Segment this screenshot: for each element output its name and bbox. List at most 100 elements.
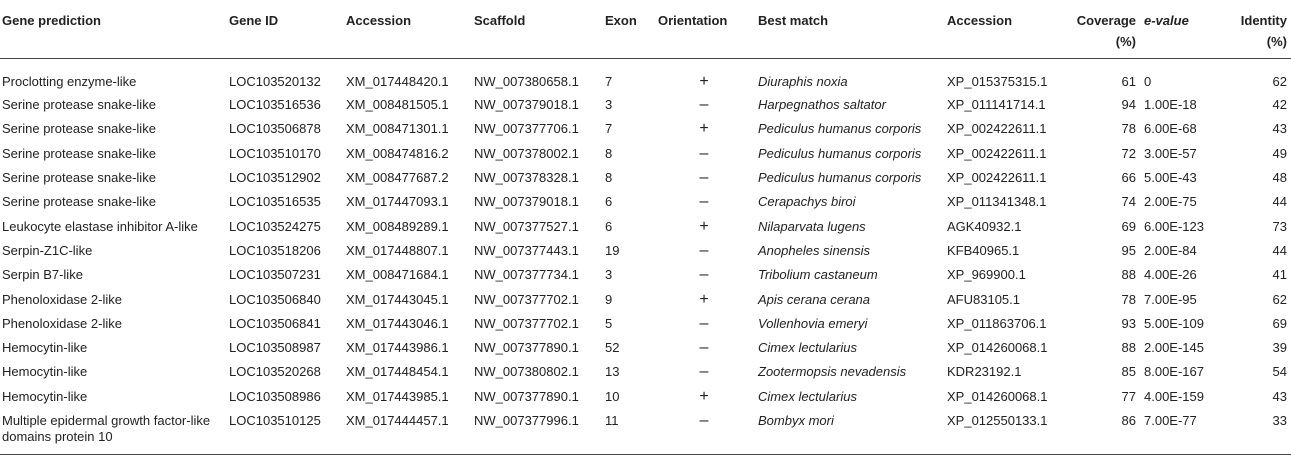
table-row: Serine protease snake-like LOC103506878 XM… xyxy=(0,117,1291,141)
header-orientation: Orientation xyxy=(654,0,754,59)
cell-orientation: – xyxy=(699,193,709,211)
cell-orientation: – xyxy=(699,241,709,259)
cell-accession-2: XP_015375315.1 xyxy=(947,74,1048,89)
cell-exon: 3 xyxy=(605,267,613,283)
header-row: Gene prediction Gene ID Accession Scaffo… xyxy=(0,0,1291,59)
cell-identity: 39 xyxy=(1272,340,1287,356)
cell-coverage: 85 xyxy=(1121,364,1136,380)
cell-evalue: 4.00E-26 xyxy=(1144,267,1197,283)
cell-accession: XM_008471684.1 xyxy=(346,267,449,283)
table-row: Phenoloxidase 2-like LOC103506841 XM_01744… xyxy=(0,312,1291,336)
cell-accession-2: XP_011341348.1 xyxy=(947,194,1047,210)
cell-exon: 52 xyxy=(605,340,620,356)
cell-accession: XM_017447093.1 xyxy=(346,194,449,210)
cell-gene-id: LOC103506878 xyxy=(229,121,321,137)
cell-identity: 33 xyxy=(1230,408,1291,455)
cell-exon: 9 xyxy=(605,291,613,307)
cell-accession: XM_017443986.1 xyxy=(346,340,449,356)
cell-scaffold: NW_007377443.1 xyxy=(474,242,579,258)
cell-scaffold: NW_007379018.1 xyxy=(474,194,579,210)
cell-coverage: 78 xyxy=(1121,291,1136,307)
cell-orientation: – xyxy=(699,339,709,357)
cell-coverage: 88 xyxy=(1121,267,1136,283)
cell-coverage: 93 xyxy=(1121,315,1136,331)
header-accession-2: Accession xyxy=(943,0,1069,59)
cell-accession-2: XP_969900.1 xyxy=(947,267,1026,283)
cell-scaffold: NW_007377996.1 xyxy=(470,408,601,455)
cell-evalue: 2.00E-84 xyxy=(1144,242,1197,258)
cell-scaffold: NW_007377734.1 xyxy=(474,267,579,283)
cell-gene-id: LOC103508986 xyxy=(229,388,321,404)
table-row: Serine protease snake-like LOC103512902 XM… xyxy=(0,166,1291,190)
table-row: Hemocytin-like LOC103520268 XM_017448454.1… xyxy=(0,360,1291,384)
cell-exon: 3 xyxy=(605,97,613,113)
cell-identity: 44 xyxy=(1272,242,1287,258)
cell-accession: XM_017448420.1 xyxy=(346,74,449,89)
header-coverage-unit: (%) xyxy=(1115,34,1136,49)
cell-orientation: + xyxy=(699,120,709,138)
cell-accession: XM_008477687.2 xyxy=(346,170,449,186)
cell-scaffold: NW_007378002.1 xyxy=(474,145,579,161)
cell-orientation: + xyxy=(699,290,709,308)
cell-gene-id: LOC103520132 xyxy=(229,74,321,89)
table-row: Multiple epidermal growth factor-like do… xyxy=(0,408,1291,455)
cell-accession-2: XP_002422611.1 xyxy=(947,121,1047,137)
cell-orientation: – xyxy=(699,169,709,187)
cell-scaffold: NW_007377527.1 xyxy=(474,218,579,234)
table-row: Proclotting enzyme-like LOC103520132 XM_01… xyxy=(0,59,1291,94)
table-row: Serine protease snake-like LOC103510170 XM… xyxy=(0,142,1291,166)
cell-gene-prediction: Proclotting enzyme-like xyxy=(2,74,137,89)
cell-best-match: Cimex lectularius xyxy=(758,388,857,404)
cell-accession: XM_008489289.1 xyxy=(346,218,449,234)
cell-exon: 8 xyxy=(605,145,613,161)
cell-scaffold: NW_007377706.1 xyxy=(474,121,579,137)
cell-accession: XM_008481505.1 xyxy=(346,97,449,113)
cell-evalue: 0 xyxy=(1144,74,1152,89)
cell-scaffold: NW_007380802.1 xyxy=(474,364,579,380)
cell-gene-prediction: Hemocytin-like xyxy=(2,340,88,356)
cell-accession-2: AGK40932.1 xyxy=(947,218,1022,234)
cell-gene-prediction: Hemocytin-like xyxy=(2,364,88,380)
cell-gene-prediction: Serine protease snake-like xyxy=(2,97,156,113)
cell-coverage: 72 xyxy=(1121,145,1136,161)
header-scaffold: Scaffold xyxy=(470,0,601,59)
cell-orientation: – xyxy=(654,408,754,455)
cell-coverage: 77 xyxy=(1121,388,1136,404)
cell-accession: XM_017443046.1 xyxy=(346,315,449,331)
cell-gene-id: LOC103506841 xyxy=(229,315,321,331)
cell-accession: XM_017443045.1 xyxy=(346,291,449,307)
header-identity-label: Identity xyxy=(1240,13,1287,28)
table-row: Serine protease snake-like LOC103516536 XM… xyxy=(0,93,1291,117)
cell-accession-2: XP_014260068.1 xyxy=(947,340,1048,356)
cell-coverage: 66 xyxy=(1121,170,1136,186)
cell-gene-prediction: Serine protease snake-like xyxy=(2,170,156,186)
cell-gene-id: LOC103520268 xyxy=(229,364,321,380)
cell-orientation: – xyxy=(699,266,709,284)
cell-gene-id: LOC103516536 xyxy=(229,97,321,113)
table-row: Phenoloxidase 2-like LOC103506840 XM_01744… xyxy=(0,287,1291,311)
cell-accession-2: XP_011863706.1 xyxy=(947,315,1047,331)
cell-evalue: 2.00E-145 xyxy=(1144,340,1204,356)
cell-accession: XM_017448807.1 xyxy=(346,242,449,258)
header-identity: Identity (%) xyxy=(1230,0,1291,59)
cell-gene-prediction: Serine protease snake-like xyxy=(2,145,156,161)
cell-identity: 69 xyxy=(1272,315,1287,331)
cell-exon: 13 xyxy=(605,364,620,380)
cell-exon: 6 xyxy=(605,218,613,234)
cell-scaffold: NW_007377890.1 xyxy=(474,388,579,404)
cell-exon: 5 xyxy=(605,315,613,331)
cell-gene-id: LOC103510125 xyxy=(225,408,342,455)
cell-orientation: – xyxy=(699,363,709,381)
cell-best-match: Vollenhovia emeryi xyxy=(758,315,868,331)
table-row: Leukocyte elastase inhibitor A-like LOC10… xyxy=(0,214,1291,238)
cell-accession-2: XP_002422611.1 xyxy=(947,170,1047,186)
cell-scaffold: NW_007378328.1 xyxy=(474,170,579,186)
table-row: Serpin-Z1C-like LOC103518206 XM_017448807.… xyxy=(0,239,1291,263)
cell-best-match: Apis cerana cerana xyxy=(758,291,871,307)
cell-evalue: 1.00E-18 xyxy=(1144,97,1197,113)
table-row: Serine protease snake-like LOC103516535 XM… xyxy=(0,190,1291,214)
cell-coverage: 94 xyxy=(1121,97,1136,113)
cell-accession: XM_008474816.2 xyxy=(346,145,449,161)
cell-accession: XM_017444457.1 xyxy=(342,408,470,455)
cell-exon: 8 xyxy=(605,170,613,186)
